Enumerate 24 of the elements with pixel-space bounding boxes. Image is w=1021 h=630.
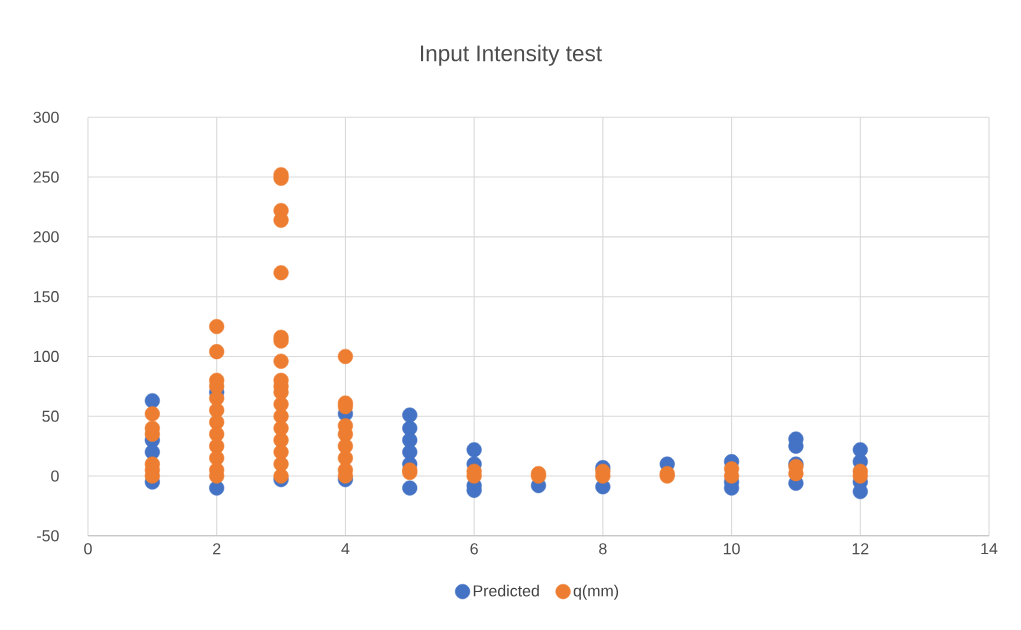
x-tick-label: 10 xyxy=(723,543,740,555)
point xyxy=(402,407,418,423)
x-tick-label: 2 xyxy=(213,543,221,555)
point xyxy=(466,442,482,458)
y-tick-label: 50 xyxy=(42,410,59,422)
x-tick-label: 14 xyxy=(981,543,998,555)
x-tick-label: 8 xyxy=(599,543,607,555)
point xyxy=(852,484,868,500)
x-tick-label: 4 xyxy=(341,543,350,555)
point xyxy=(144,393,160,409)
y-tick-label: -50 xyxy=(37,530,59,542)
y-tick-label: 100 xyxy=(34,350,59,363)
chart-title: Input Intensity test xyxy=(420,44,602,66)
y-tick-label: 300 xyxy=(33,111,59,124)
x-tick-label: 0 xyxy=(84,543,92,555)
legend-label: q(mm) xyxy=(573,584,619,600)
y-tick-label: 150 xyxy=(34,291,59,303)
y-tick-label: 0 xyxy=(51,470,59,482)
y-tick-label: 250 xyxy=(33,171,59,183)
x-tick-label: 12 xyxy=(852,543,869,555)
legend-label: Predicted xyxy=(473,584,539,597)
x-tick-label: 6 xyxy=(470,543,478,555)
y-tick-label: 200 xyxy=(33,231,59,243)
point xyxy=(402,480,418,496)
